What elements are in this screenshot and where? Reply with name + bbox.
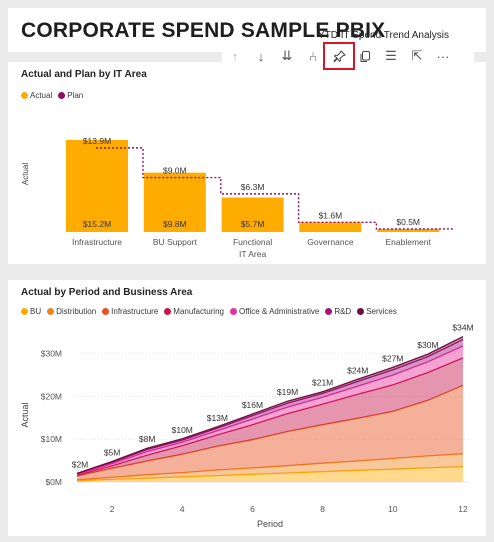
x-tick-label: 6 — [250, 504, 255, 514]
x-tick-label: 2 — [110, 504, 115, 514]
legend-item[interactable]: Office & Administrative — [229, 307, 320, 316]
legend-label: Manufacturing — [173, 307, 224, 316]
data-label-plan: $9.0M — [163, 166, 187, 176]
legend-marker — [102, 308, 110, 315]
data-label-actual: $9.8M — [163, 219, 187, 229]
data-label-plan: $6.3M — [241, 182, 265, 192]
legend-marker — [21, 92, 28, 99]
legend-item[interactable]: Infrastructure — [102, 307, 158, 316]
data-label-total: $2M — [72, 459, 89, 469]
copy-visual-icon[interactable] — [352, 45, 378, 67]
legend-item[interactable]: Actual — [21, 91, 52, 100]
visual-title: Actual and Plan by IT Area — [21, 69, 147, 80]
chart-legend: Actual Plan — [21, 91, 83, 100]
legend-item[interactable]: R&D — [325, 307, 351, 316]
legend-label: Plan — [67, 91, 84, 100]
y-axis-label: Actual — [20, 402, 30, 427]
x-tick-label: IT Area — [239, 249, 267, 259]
y-axis-label: Actual — [21, 163, 30, 185]
legend-marker — [229, 308, 237, 315]
data-label-total: $21M — [312, 378, 333, 388]
expand-all-icon[interactable]: ⇊ — [281, 48, 293, 63]
bar-actual[interactable] — [377, 228, 440, 232]
x-tick-label: Governance — [307, 237, 354, 247]
legend-label: Services — [366, 307, 397, 316]
data-label-total: $8M — [139, 434, 156, 444]
series-line — [76, 345, 464, 475]
legend-label: Distribution — [56, 307, 97, 316]
bar-actual[interactable] — [221, 197, 284, 233]
visual-actual-plan[interactable]: Actual and Plan by IT Area Actual Plan Ac… — [8, 62, 486, 264]
visual-actual-by-period[interactable]: Actual by Period and Business Area BU Dis… — [8, 280, 486, 536]
x-tick-label: Enablement — [386, 237, 432, 247]
data-label-total: $30M — [417, 340, 438, 350]
bar-actual[interactable] — [143, 172, 206, 232]
series-line — [76, 453, 464, 481]
visual-header-toolbar: ↑ ↓ ⇊ ⑃ ☰ ⇱ ··· — [222, 42, 474, 70]
area-chart: $0M $10M $20M $30M $2M $5M $8M $10M $13M $16M $19M… — [20, 323, 474, 529]
data-label-total: $27M — [382, 353, 403, 363]
more-options-icon[interactable]: ··· — [436, 48, 450, 64]
chart-legend: BU Distribution Infrastructure Manufacturin… — [21, 307, 397, 316]
report-title: CORPORATE SPEND SAMPLE PBIX — [21, 19, 386, 42]
x-tick-label: 10 — [388, 504, 398, 514]
legend-item[interactable]: Distribution — [47, 307, 96, 316]
data-label-actual: $5.7M — [241, 219, 265, 229]
data-label-actual: $15.2M — [83, 219, 111, 229]
plan-line — [96, 147, 455, 230]
pin-visual-icon[interactable] — [323, 42, 355, 70]
legend-marker — [58, 92, 66, 99]
legend-label: R&D — [334, 307, 352, 316]
visual-title-trend: YTD IT Spend Trend Analysis — [318, 30, 449, 41]
series-line — [76, 384, 464, 477]
y-tick-label: $20M — [41, 391, 62, 401]
data-label-plan: $13.9M — [83, 136, 111, 146]
drill-down-icon[interactable]: ↓ — [257, 48, 265, 64]
filter-icon[interactable]: ☰ — [385, 48, 397, 63]
legend-marker — [21, 308, 28, 315]
series-line — [76, 465, 464, 482]
x-tick-label: Functional — [233, 237, 272, 247]
legend-marker — [325, 308, 333, 315]
focus-mode-icon[interactable]: ⇱ — [411, 48, 423, 63]
expand-hierarchy-icon[interactable]: ⑃ — [309, 48, 317, 64]
bar-actual[interactable] — [66, 140, 128, 232]
legend-item[interactable]: Services — [357, 307, 397, 316]
data-label-total: $10M — [172, 425, 193, 435]
x-tick-label: Infrastructure — [72, 237, 122, 247]
data-label-total: $13M — [207, 413, 228, 423]
series-line — [76, 357, 464, 476]
legend-marker — [357, 308, 365, 315]
data-label-total: $16M — [242, 400, 263, 410]
data-label-total: $34M — [452, 323, 473, 333]
legend-label: Office & Administrative — [238, 307, 320, 316]
x-tick-label: 8 — [320, 504, 325, 514]
y-tick-label: $10M — [41, 434, 62, 444]
legend-label: Infrastructure — [111, 307, 159, 316]
data-label-plan: $0.5M — [396, 217, 420, 227]
y-tick-label: $30M — [41, 349, 62, 359]
legend-item[interactable]: Manufacturing — [164, 307, 224, 316]
legend-marker — [47, 308, 55, 315]
y-tick-label: $0M — [45, 477, 62, 487]
data-label-total: $19M — [277, 387, 298, 397]
series-line — [76, 336, 464, 475]
visual-title: Actual by Period and Business Area — [21, 287, 193, 298]
x-tick-label: 4 — [180, 504, 185, 514]
data-label-plan: $1.6M — [319, 210, 343, 220]
data-label-total: $24M — [347, 365, 368, 375]
legend-label: Actual — [30, 91, 53, 100]
x-axis-label: Period — [257, 519, 283, 529]
legend-label: BU — [30, 307, 42, 316]
x-tick-label: BU Support — [153, 237, 198, 247]
series-line — [76, 339, 464, 475]
drill-up-icon[interactable]: ↑ — [231, 48, 239, 64]
legend-marker — [164, 308, 172, 315]
bar-chart: Actual $13.9M $15.2M Infrastructure $9.0M $9.… — [21, 136, 455, 259]
x-tick-label: 12 — [458, 504, 468, 514]
bar-actual[interactable] — [299, 222, 362, 232]
legend-item[interactable]: Plan — [58, 91, 83, 100]
data-label-total: $5M — [104, 447, 121, 457]
legend-item[interactable]: BU — [21, 307, 41, 316]
